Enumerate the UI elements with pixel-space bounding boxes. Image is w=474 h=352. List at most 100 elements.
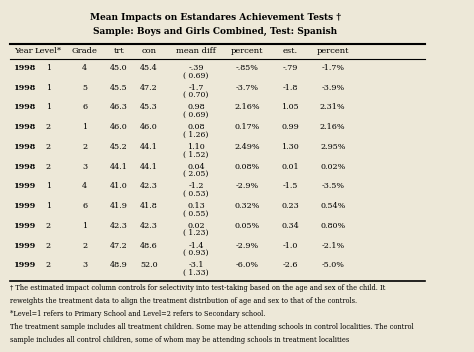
Text: 2: 2 (82, 241, 87, 250)
Text: 5: 5 (82, 84, 87, 92)
Text: -2.1%: -2.1% (321, 241, 345, 250)
Text: 2: 2 (82, 143, 87, 151)
Text: 0.23: 0.23 (281, 202, 299, 210)
Text: 0.54%: 0.54% (320, 202, 346, 210)
Text: ( 0.53): ( 0.53) (183, 190, 209, 198)
Text: 2.16%: 2.16% (320, 123, 346, 131)
Text: -3.1: -3.1 (188, 261, 204, 269)
Text: ( 1.26): ( 1.26) (183, 131, 209, 139)
Text: -1.7: -1.7 (188, 84, 204, 92)
Text: Year: Year (14, 47, 33, 55)
Text: 2.16%: 2.16% (235, 103, 260, 112)
Text: 52.0: 52.0 (140, 261, 158, 269)
Text: -6.0%: -6.0% (236, 261, 259, 269)
Text: 0.13: 0.13 (187, 202, 205, 210)
Text: 1998: 1998 (14, 143, 36, 151)
Text: 41.0: 41.0 (110, 182, 128, 190)
Text: 1: 1 (46, 84, 51, 92)
Text: 1998: 1998 (14, 103, 36, 112)
Text: con: con (141, 47, 156, 55)
Text: ( 1.52): ( 1.52) (183, 150, 209, 158)
Text: 1998: 1998 (14, 163, 36, 171)
Text: 1: 1 (82, 222, 87, 230)
Text: 4: 4 (82, 182, 87, 190)
Text: 1998: 1998 (14, 64, 36, 72)
Text: 2: 2 (46, 123, 51, 131)
Text: 1999: 1999 (14, 182, 36, 190)
Text: -.79: -.79 (283, 64, 298, 72)
Text: 4: 4 (82, 64, 87, 72)
Text: ( 1.23): ( 1.23) (183, 229, 209, 237)
Text: 1999: 1999 (14, 222, 36, 230)
Text: 2: 2 (46, 143, 51, 151)
Text: -5.0%: -5.0% (321, 261, 344, 269)
Text: 6: 6 (82, 202, 87, 210)
Text: 1999: 1999 (14, 261, 36, 269)
Text: 42.3: 42.3 (140, 222, 158, 230)
Text: 45.0: 45.0 (110, 64, 128, 72)
Text: 0.80%: 0.80% (320, 222, 346, 230)
Text: 0.08: 0.08 (187, 123, 205, 131)
Text: 0.01: 0.01 (281, 163, 299, 171)
Text: 44.1: 44.1 (110, 163, 128, 171)
Text: 1: 1 (46, 202, 51, 210)
Text: 0.99: 0.99 (281, 123, 299, 131)
Text: 45.4: 45.4 (140, 64, 158, 72)
Text: 46.3: 46.3 (110, 103, 128, 112)
Text: -1.8: -1.8 (283, 84, 298, 92)
Text: ( 1.33): ( 1.33) (183, 269, 209, 277)
Text: 41.8: 41.8 (140, 202, 158, 210)
Text: 6: 6 (82, 103, 87, 112)
Text: -1.5: -1.5 (283, 182, 298, 190)
Text: -1.0: -1.0 (283, 241, 298, 250)
Text: 2: 2 (46, 163, 51, 171)
Text: The treatment sample includes all treatment children. Some may be attending scho: The treatment sample includes all treatm… (10, 323, 414, 331)
Text: -1.7%: -1.7% (321, 64, 344, 72)
Text: 3: 3 (82, 163, 87, 171)
Text: 0.98: 0.98 (187, 103, 205, 112)
Text: percent: percent (317, 47, 349, 55)
Text: Sample: Boys and Girls Combined, Test: Spanish: Sample: Boys and Girls Combined, Test: S… (93, 26, 337, 36)
Text: 0.02%: 0.02% (320, 163, 346, 171)
Text: 47.2: 47.2 (110, 241, 128, 250)
Text: 1: 1 (46, 182, 51, 190)
Text: *Level=1 refers to Primary School and Level=2 refers to Secondary school.: *Level=1 refers to Primary School and Le… (10, 310, 265, 318)
Text: 0.02: 0.02 (187, 222, 205, 230)
Text: 1.10: 1.10 (187, 143, 205, 151)
Text: 1998: 1998 (14, 84, 36, 92)
Text: ( 0.70): ( 0.70) (183, 91, 209, 99)
Text: -1.4: -1.4 (188, 241, 204, 250)
Text: 42.3: 42.3 (110, 222, 128, 230)
Text: 2.95%: 2.95% (320, 143, 346, 151)
Text: -.39: -.39 (188, 64, 204, 72)
Text: reweights the treatment data to align the treatment distribution of age and sex : reweights the treatment data to align th… (10, 297, 357, 305)
Text: 0.32%: 0.32% (235, 202, 260, 210)
Text: -1.2: -1.2 (188, 182, 204, 190)
Text: 2: 2 (46, 222, 51, 230)
Text: -.85%: -.85% (236, 64, 259, 72)
Text: 3: 3 (82, 261, 87, 269)
Text: 1: 1 (46, 103, 51, 112)
Text: 1999: 1999 (14, 202, 36, 210)
Text: Grade: Grade (72, 47, 98, 55)
Text: 46.0: 46.0 (140, 123, 158, 131)
Text: 2: 2 (46, 261, 51, 269)
Text: 0.04: 0.04 (187, 163, 205, 171)
Text: 1.30: 1.30 (281, 143, 299, 151)
Text: 0.08%: 0.08% (235, 163, 260, 171)
Text: 0.17%: 0.17% (235, 123, 260, 131)
Text: 45.3: 45.3 (140, 103, 158, 112)
Text: -2.9%: -2.9% (236, 182, 259, 190)
Text: 44.1: 44.1 (140, 143, 158, 151)
Text: ( 0.69): ( 0.69) (183, 71, 209, 80)
Text: 2.49%: 2.49% (235, 143, 260, 151)
Text: 1: 1 (82, 123, 87, 131)
Text: ( 0.93): ( 0.93) (183, 249, 209, 257)
Text: 0.34: 0.34 (281, 222, 299, 230)
Text: 1999: 1999 (14, 241, 36, 250)
Text: est.: est. (283, 47, 298, 55)
Text: percent: percent (231, 47, 264, 55)
Text: 41.9: 41.9 (110, 202, 128, 210)
Text: 48.6: 48.6 (140, 241, 158, 250)
Text: 45.2: 45.2 (110, 143, 128, 151)
